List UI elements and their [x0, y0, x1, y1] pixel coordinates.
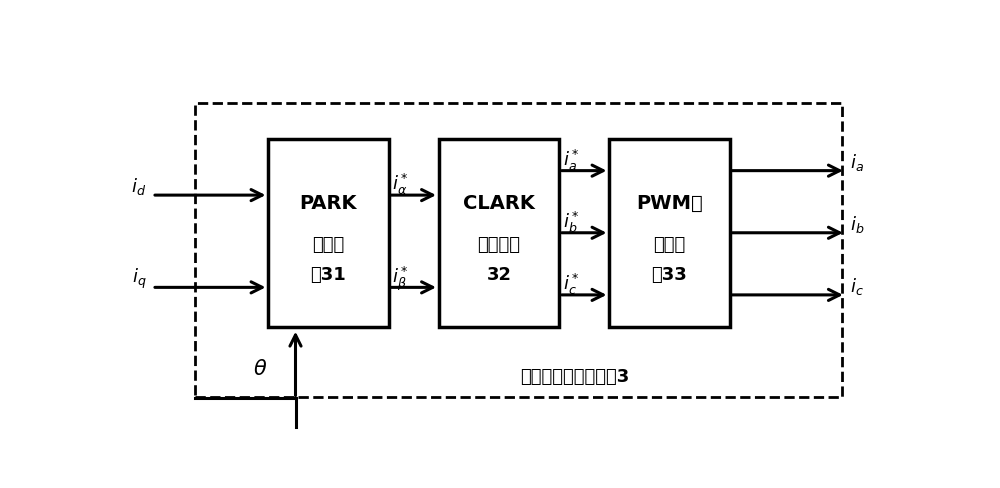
Text: PARK: PARK	[300, 194, 357, 213]
Text: $i_q$: $i_q$	[132, 266, 146, 290]
Text: $i_c$: $i_c$	[850, 275, 863, 296]
Bar	[268, 140, 388, 327]
Text: 32: 32	[486, 265, 511, 284]
Text: 变器模: 变器模	[653, 236, 686, 254]
Text: 块31: 块31	[311, 265, 346, 284]
Text: $i^*_b$: $i^*_b$	[563, 209, 580, 235]
Text: $i^*_c$: $i^*_c$	[563, 271, 580, 297]
Text: $\theta$: $\theta$	[253, 359, 268, 379]
Text: CLARK: CLARK	[463, 194, 535, 213]
Bar	[439, 140, 559, 327]
Text: 复合逆变器控制模块3: 复合逆变器控制模块3	[520, 367, 629, 385]
Text: 变换模: 变换模	[312, 236, 345, 254]
Text: 变换模块: 变换模块	[477, 236, 520, 254]
Text: $i_a$: $i_a$	[850, 151, 864, 172]
Text: PWM逆: PWM逆	[636, 194, 703, 213]
Text: 块33: 块33	[652, 265, 687, 284]
Text: $i^*_\alpha$: $i^*_\alpha$	[392, 172, 409, 197]
Text: $i^*_\beta$: $i^*_\beta$	[392, 264, 409, 292]
Bar	[609, 140, 730, 327]
Text: $i^*_a$: $i^*_a$	[563, 147, 580, 173]
Text: $i_d$: $i_d$	[131, 176, 146, 197]
Bar	[195, 103, 842, 397]
Text: $i_b$: $i_b$	[850, 213, 864, 234]
